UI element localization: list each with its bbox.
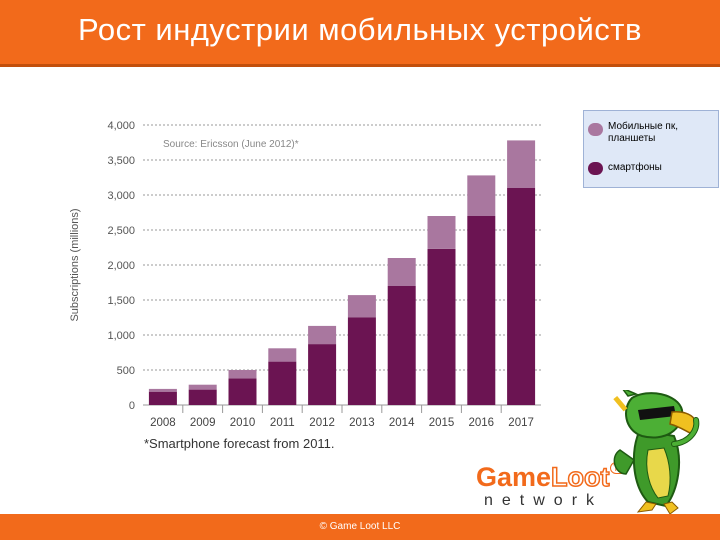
bar-tablets	[347, 295, 376, 318]
x-tick-label: 2015	[429, 417, 455, 429]
x-tick-label: 2011	[270, 417, 295, 429]
bar-smartphones	[347, 317, 376, 405]
x-tick-label: 2008	[150, 417, 176, 429]
bar-tablets	[308, 325, 337, 345]
y-tick-label: 3,500	[107, 155, 135, 167]
bar-smartphones	[268, 361, 297, 405]
y-tick-label: 0	[129, 400, 135, 412]
bar-smartphones	[188, 389, 217, 405]
x-tick-label: 2010	[230, 417, 256, 429]
parrot-mascot-icon	[613, 390, 700, 514]
bar-chart: 0 500 1,000 1,500 2,000 2,500 3,000 3,500 4,000 S…	[69, 120, 541, 451]
copyright-text: © Game Loot LLC	[319, 521, 401, 532]
bar-smartphones	[308, 344, 337, 405]
x-tick-label: 2013	[349, 417, 375, 429]
x-tick-label: 2017	[508, 417, 534, 429]
x-tick-label: 2009	[190, 417, 216, 429]
page-title: Рост индустрии мобильных устройств	[78, 12, 642, 47]
bar-tablets	[268, 348, 297, 362]
bar-tablets	[507, 140, 536, 188]
y-axis-title: Subscriptions (millions)	[69, 208, 81, 321]
logo-tagline: network	[484, 492, 604, 509]
bar-tablets	[148, 388, 177, 392]
x-tick-label: 2012	[309, 417, 335, 429]
legend-swatch-smartphones	[588, 162, 603, 175]
y-tick-label: 1,500	[107, 295, 135, 307]
bar-smartphones	[427, 248, 456, 405]
bar-tablets	[188, 384, 217, 390]
logo-word-game: Game	[476, 462, 552, 492]
title-divider	[0, 64, 720, 67]
y-tick-label: 500	[117, 365, 135, 377]
x-tick-label: 2016	[469, 417, 495, 429]
gameloot-logo: GameLoot TM network	[476, 461, 629, 509]
x-tick-label: 2014	[389, 417, 415, 429]
legend-label-smartphones: смартфоны	[608, 162, 662, 173]
bar-smartphones	[507, 188, 536, 405]
logo-word-loot: Loot	[550, 461, 610, 493]
y-tick-label: 1,000	[107, 330, 135, 342]
bar-smartphones	[467, 216, 496, 405]
chart-legend: Мобильные пк, планшеты смартфоны	[583, 110, 719, 188]
bar-tablets	[387, 258, 416, 286]
title-bar	[0, 0, 720, 66]
legend-swatch-tablets	[588, 123, 603, 136]
bar-tablets	[228, 370, 257, 379]
bar-tablets	[467, 175, 496, 216]
y-tick-label: 2,500	[107, 225, 135, 237]
y-tick-label: 2,000	[107, 260, 135, 272]
legend-label-tablets: Мобильные пк, планшеты	[608, 121, 678, 144]
y-tick-label: 4,000	[107, 120, 135, 132]
bar-smartphones	[387, 286, 416, 405]
chart-source-note: Source: Ericsson (June 2012)*	[163, 139, 299, 150]
y-tick-label: 3,000	[107, 190, 135, 202]
bar-smartphones	[228, 378, 257, 405]
chart-footnote: *Smartphone forecast from 2011.	[144, 436, 335, 451]
bar-smartphones	[148, 391, 177, 405]
footer-bar	[0, 514, 720, 540]
bar-tablets	[427, 216, 456, 249]
